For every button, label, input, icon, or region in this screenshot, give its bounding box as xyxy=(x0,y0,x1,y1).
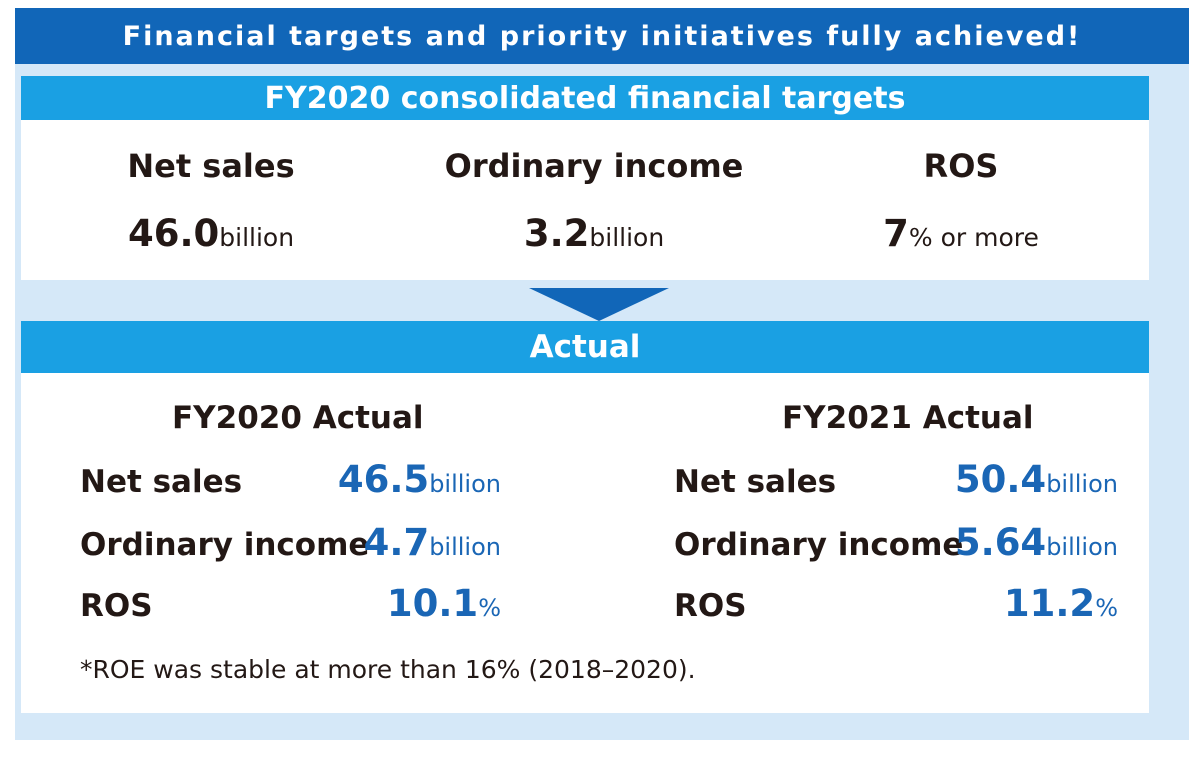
target-value: 3.2billion xyxy=(523,212,665,255)
fy2021-ros-label: ROS xyxy=(674,588,747,624)
fy2020-net-sales-label: Net sales xyxy=(80,464,243,500)
fy2021-net-sales-label: Net sales xyxy=(674,464,837,500)
roe-footnote: *ROE was stable at more than 16% (2018–2… xyxy=(80,655,696,684)
target-label: Net sales xyxy=(127,147,295,185)
actual-header: Actual xyxy=(21,321,1149,373)
target-label: ROS xyxy=(923,147,999,185)
actual-panel: Actual xyxy=(21,321,1149,713)
target-ordinary-income: Ordinary income 3.2billion xyxy=(439,136,749,271)
targets-panel: FY2020 consolidated financial targets Ne… xyxy=(21,76,1149,280)
target-ros: ROS 7% or more xyxy=(871,136,1051,271)
fy2021-ordinary-income-value: 5.64billion xyxy=(954,521,1118,564)
fy2021-ordinary-income-label: Ordinary income xyxy=(674,527,964,563)
target-value: 46.0billion xyxy=(127,212,295,255)
target-value: 7% or more xyxy=(883,212,1039,255)
fy2020-ros-value: 10.1% xyxy=(386,582,501,625)
fy2020-net-sales-value: 46.5billion xyxy=(337,458,501,501)
fy2020-ros-label: ROS xyxy=(80,588,153,624)
down-arrow-icon xyxy=(529,288,669,321)
target-label: Ordinary income xyxy=(444,147,744,185)
fy2020-ordinary-income-value: 4.7billion xyxy=(363,521,501,564)
fy2020-title: FY2020 Actual xyxy=(172,400,424,436)
fy2020-ordinary-income-label: Ordinary income xyxy=(80,527,370,563)
headline-banner: Financial targets and priority initiativ… xyxy=(15,8,1189,64)
fy2021-title: FY2021 Actual xyxy=(782,400,1034,436)
fy2021-net-sales-value: 50.4billion xyxy=(954,458,1118,501)
targets-header: FY2020 consolidated financial targets xyxy=(21,76,1149,120)
fy2021-ros-value: 11.2% xyxy=(1003,582,1118,625)
target-net-sales: Net sales 46.0billion xyxy=(126,136,296,271)
